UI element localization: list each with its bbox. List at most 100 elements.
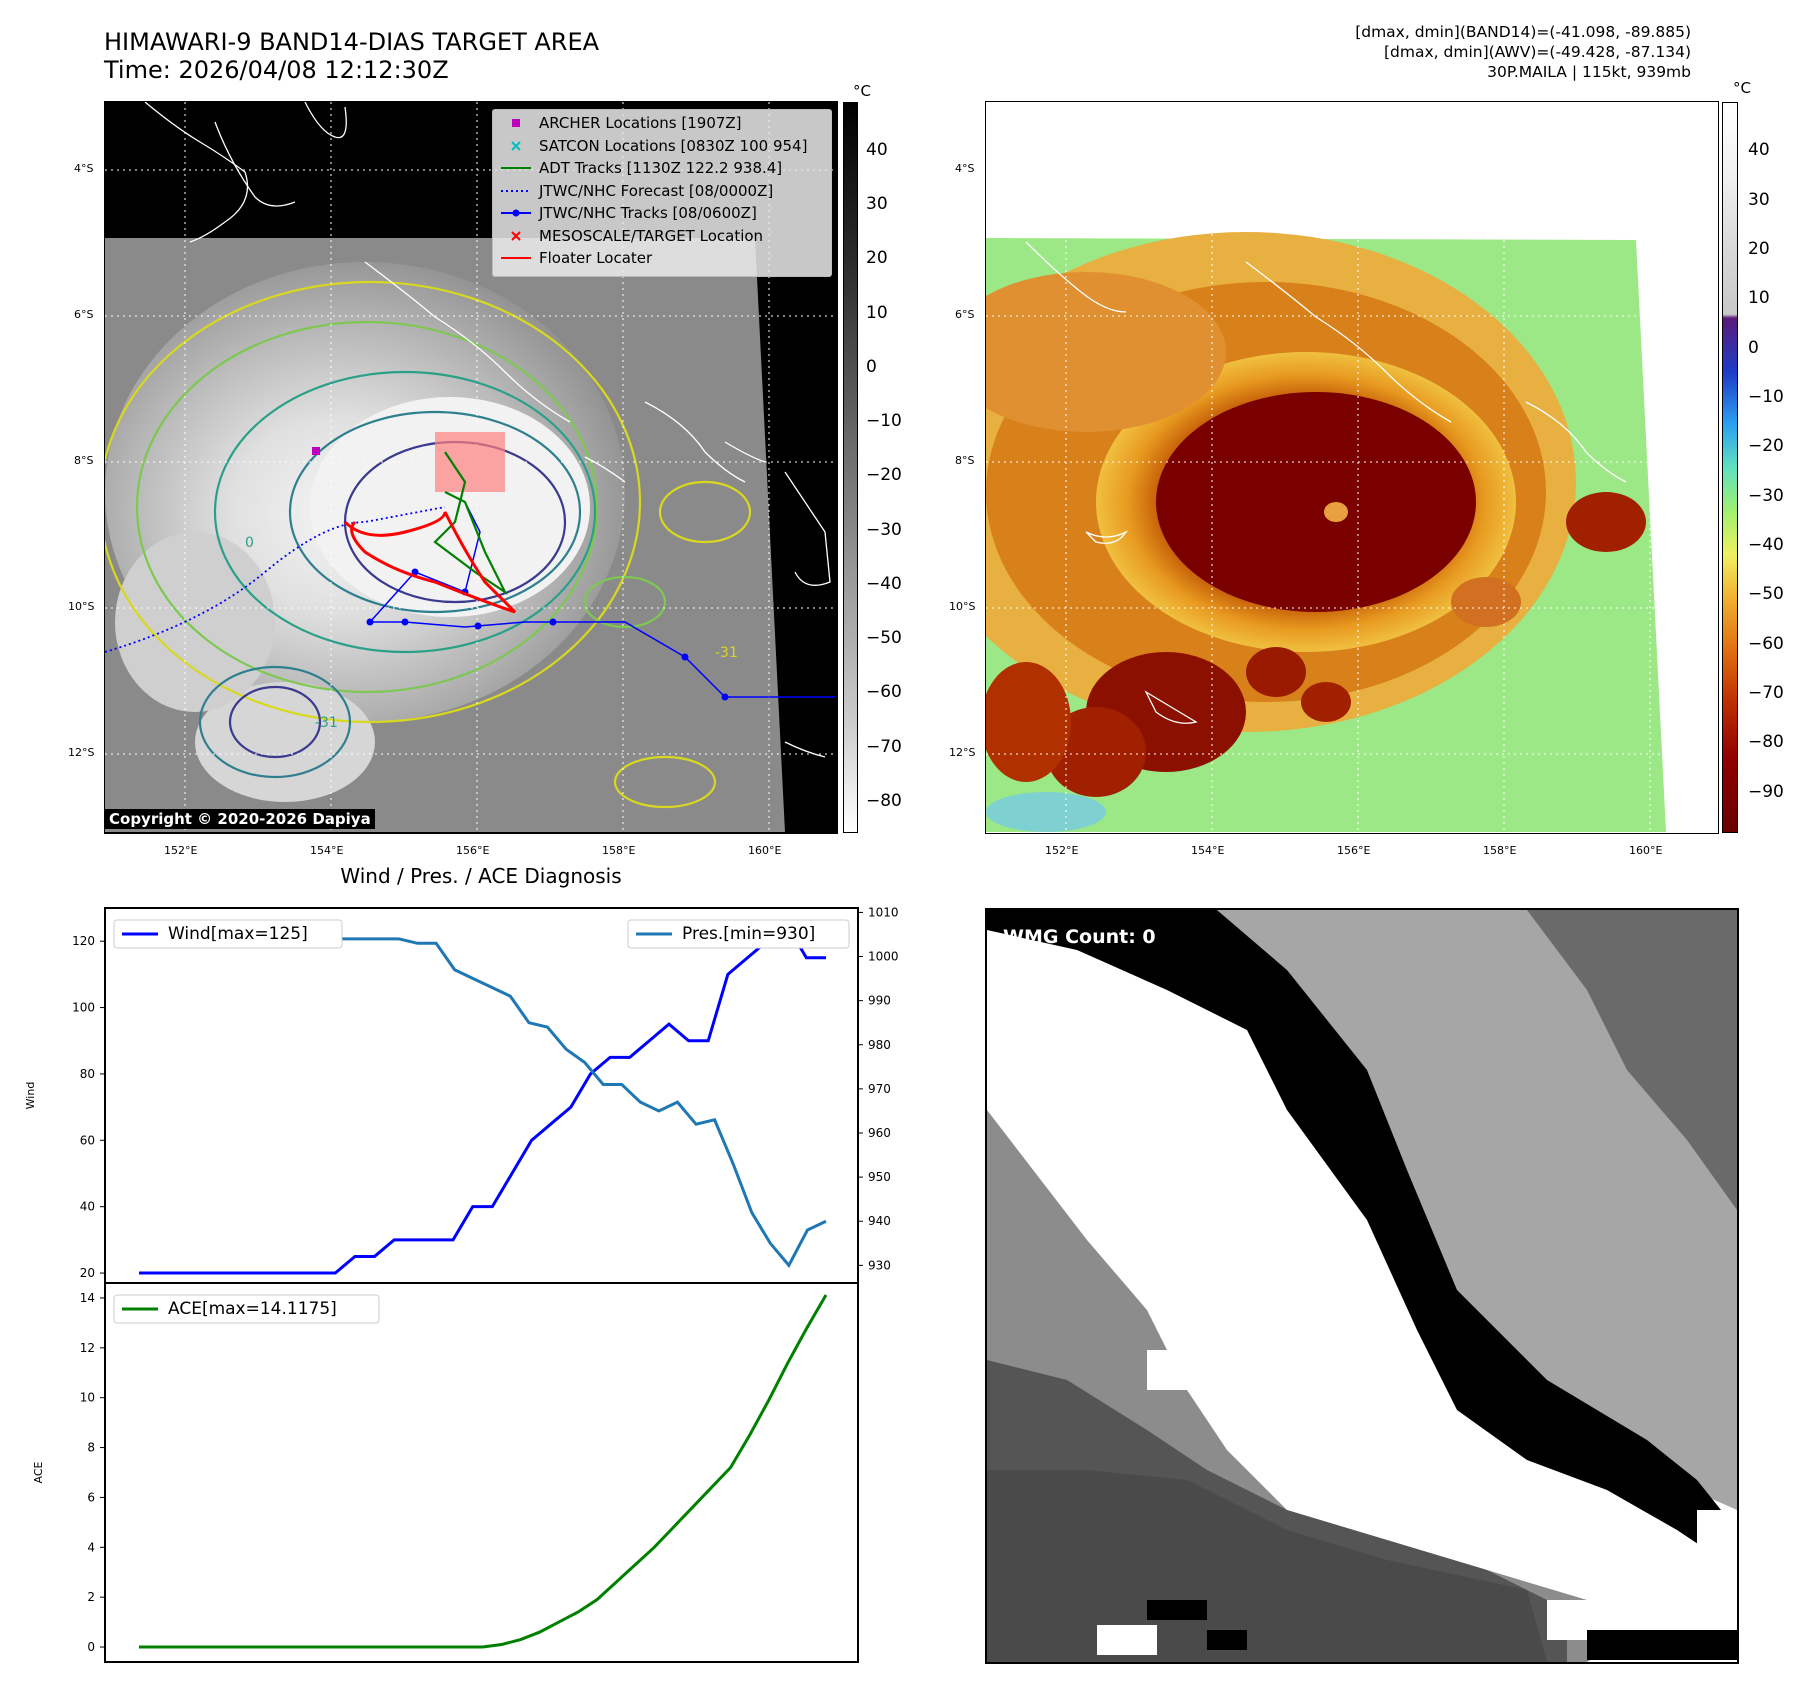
band14-range-text: [dmax, dmin](BAND14)=(-41.098, -89.885) [1355, 23, 1691, 41]
colorbar-tick-label: −30 [866, 519, 902, 540]
ace-axes [104, 1282, 859, 1663]
legend-symbol [501, 257, 531, 259]
colorbar-tick-label: −60 [1748, 633, 1784, 654]
wind-tick-label: 120 [72, 934, 95, 948]
colorbar-tick-label: −10 [866, 411, 902, 432]
pressure-tick-label: 940 [868, 1214, 891, 1228]
awv-range-text: [dmax, dmin](AWV)=(-49.428, -87.134) [1384, 43, 1691, 61]
ir-colorbar-unit: °C [853, 82, 871, 100]
wmg-panel: WMG Count: 0 [985, 908, 1739, 1664]
legend-label: JTWC/NHC Forecast [08/0000Z] [539, 181, 774, 200]
lon-label: 158°E [602, 844, 636, 857]
colorbar-tick-label: 10 [866, 302, 888, 323]
colorbar-tick-label: −70 [866, 736, 902, 757]
colorbar-tick-label: 20 [866, 248, 888, 269]
ace-tick-label: 8 [87, 1441, 95, 1455]
lon-label: 158°E [1483, 844, 1517, 857]
svg-text:0: 0 [245, 535, 254, 551]
pressure-tick-label: 1010 [868, 905, 899, 919]
map-legend: ARCHER Locations [1907Z] SATCON Locations… [492, 109, 832, 277]
legend-symbol [511, 230, 521, 241]
lat-label: 4°S [74, 162, 94, 175]
colorbar-tick-label: −90 [1748, 781, 1784, 802]
ace-line [139, 1294, 828, 1649]
pressure-tick-label: 1000 [868, 950, 899, 964]
pressure-legend-label: Pres.[min=930] [682, 924, 815, 944]
ace-legend [113, 1294, 380, 1324]
figure-time: Time: 2026/04/08 12:12:30Z [104, 56, 449, 84]
lon-label: 154°E [1191, 844, 1225, 857]
colorbar-tick-label: 0 [866, 356, 877, 377]
pressure-line [139, 924, 827, 1269]
wind-line [139, 922, 826, 1275]
ace-tick-label: 0 [87, 1640, 95, 1654]
legend-symbol [511, 140, 521, 151]
wind-tick-label: 100 [72, 1001, 95, 1015]
diagnosis-chart: 2040608010012093094095096097098099010001… [24, 905, 899, 1663]
lat-label: 10°S [68, 600, 95, 613]
lat-label: 6°S [955, 308, 975, 321]
wind-pressure-axes [104, 907, 859, 1284]
colorbar-tick-label: 30 [1748, 189, 1770, 210]
colorbar-tick-label: 0 [1748, 337, 1759, 358]
lon-label: 154°E [310, 844, 344, 857]
colorbar-tick-label: 40 [866, 139, 888, 160]
lon-label: 160°E [1629, 844, 1663, 857]
colorbar-tick-label: −70 [1748, 683, 1784, 704]
legend-entry: MESOSCALE/TARGET Location [499, 226, 829, 246]
wmg-count-label: WMG Count: 0 [1003, 926, 1156, 948]
lon-label: 152°E [1045, 844, 1079, 857]
colorbar-tick-label: −80 [1748, 732, 1784, 753]
ace-tick-label: 10 [80, 1391, 95, 1405]
ace-tick-label: 14 [80, 1291, 95, 1305]
lat-label: 4°S [955, 162, 975, 175]
legend-symbol [501, 189, 531, 192]
colorbar-tick-label: 40 [1748, 140, 1770, 161]
colorbar-tick-label: −10 [1748, 387, 1784, 408]
copyright-label: Copyright © 2020-2026 Dapiya [105, 809, 375, 829]
lon-label: 152°E [164, 844, 198, 857]
wind-tick-label: 40 [80, 1200, 95, 1214]
colorbar-tick-label: 20 [1748, 239, 1770, 260]
lat-label: 8°S [955, 454, 975, 467]
colorbar-tick-label: −80 [866, 790, 902, 811]
legend-label: JTWC/NHC Tracks [08/0600Z] [539, 204, 757, 222]
ace-legend-label: ACE[max=14.1175] [168, 1299, 337, 1319]
lon-label: 156°E [456, 844, 490, 857]
lat-label: 12°S [949, 746, 976, 759]
wind-tick-label: 80 [80, 1067, 95, 1081]
pressure-tick-label: 960 [868, 1126, 891, 1140]
legend-label: SATCON Locations [0830Z 100 954] [539, 136, 808, 155]
legend-label: ADT Tracks [1130Z 122.2 938.4] [539, 159, 783, 177]
ace-axis-label: ACE [32, 1461, 45, 1483]
wind-tick-label: 20 [80, 1266, 95, 1280]
figure-title: HIMAWARI-9 BAND14-DIAS TARGET AREA [104, 28, 600, 56]
pressure-tick-label: 950 [868, 1170, 891, 1184]
legend-symbol [512, 119, 520, 127]
svg-text:-31: -31 [715, 645, 738, 661]
wind-legend-label: Wind[max=125] [168, 924, 308, 944]
legend-entry: ADT Tracks [1130Z 122.2 938.4] [499, 158, 829, 178]
legend-label: Floater Locater [539, 249, 653, 267]
legend-entry: JTWC/NHC Forecast [08/0000Z] [499, 181, 829, 201]
legend-label: ARCHER Locations [1907Z] [539, 114, 742, 132]
colorbar-tick-label: −50 [1748, 584, 1784, 605]
awv-map-panel [985, 101, 1719, 834]
lat-label: 12°S [68, 746, 95, 759]
colorbar-tick-label: −20 [1748, 436, 1784, 457]
wind-axis-label: Wind [24, 1082, 37, 1110]
legend-entry: Floater Locater [499, 248, 829, 268]
pressure-tick-label: 990 [868, 994, 891, 1008]
storm-info-text: 30P.MAILA | 115kt, 939mb [1487, 63, 1691, 81]
colorbar-tick-label: −30 [1748, 485, 1784, 506]
lat-label: 8°S [74, 454, 94, 467]
ace-tick-label: 6 [87, 1490, 95, 1504]
legend-label: MESOSCALE/TARGET Location [539, 226, 764, 245]
pressure-tick-label: 970 [868, 1082, 891, 1096]
wind-tick-label: 60 [80, 1133, 95, 1147]
legend-symbol [501, 209, 531, 217]
ir-map-panel: -31 -31 0 ARCHER Locations [1907Z] SATCON… [104, 101, 838, 834]
lat-label: 6°S [74, 308, 94, 321]
colorbar-tick-label: −60 [866, 682, 902, 703]
awv-colorbar [1722, 102, 1738, 833]
